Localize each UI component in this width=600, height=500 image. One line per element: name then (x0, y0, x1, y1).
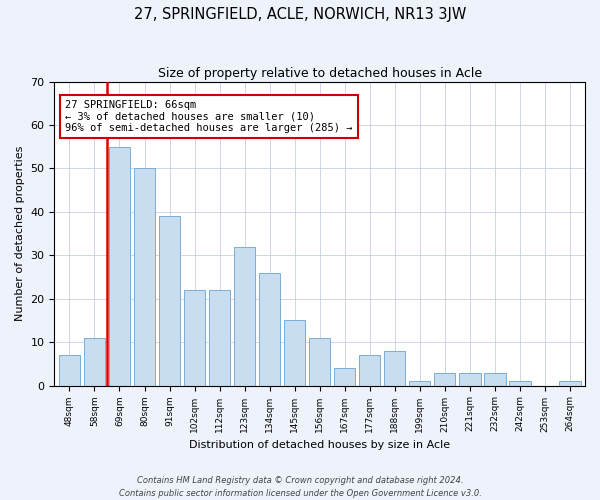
Bar (384, 351, 406, 386)
Bar (259, 272, 280, 386)
Text: 27 SPRINGFIELD: 66sqm
← 3% of detached houses are smaller (10)
96% of semi-detac: 27 SPRINGFIELD: 66sqm ← 3% of detached h… (65, 100, 353, 133)
Bar (209, 290, 230, 386)
Bar (334, 368, 355, 386)
Bar (484, 372, 506, 386)
Title: Size of property relative to detached houses in Acle: Size of property relative to detached ho… (158, 68, 482, 80)
Bar (459, 372, 481, 386)
X-axis label: Distribution of detached houses by size in Acle: Distribution of detached houses by size … (189, 440, 450, 450)
Text: Contains HM Land Registry data © Crown copyright and database right 2024.
Contai: Contains HM Land Registry data © Crown c… (119, 476, 481, 498)
Bar (559, 381, 581, 386)
Bar (134, 168, 155, 386)
Bar (234, 246, 255, 386)
Bar (359, 355, 380, 386)
Bar (184, 290, 205, 386)
Bar (159, 216, 180, 386)
Text: 27, SPRINGFIELD, ACLE, NORWICH, NR13 3JW: 27, SPRINGFIELD, ACLE, NORWICH, NR13 3JW (134, 8, 466, 22)
Bar (84, 338, 105, 386)
Bar (284, 320, 305, 386)
Bar (409, 381, 430, 386)
Bar (309, 338, 331, 386)
Bar (109, 147, 130, 386)
Bar (59, 355, 80, 386)
Bar (434, 372, 455, 386)
Y-axis label: Number of detached properties: Number of detached properties (15, 146, 25, 322)
Bar (509, 381, 530, 386)
